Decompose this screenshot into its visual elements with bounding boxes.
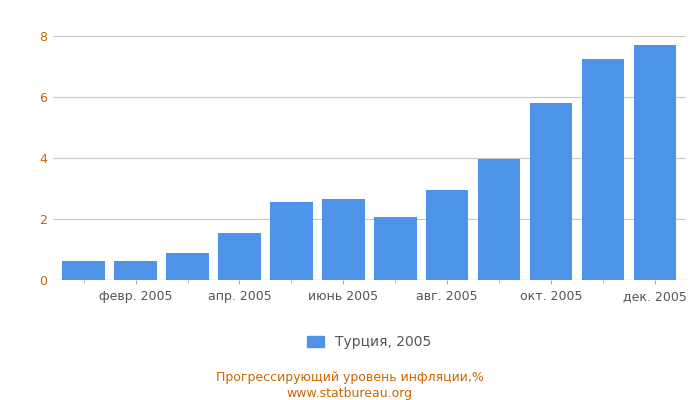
Bar [114,261,157,280]
Bar [374,217,416,280]
Text: www.statbureau.org: www.statbureau.org [287,388,413,400]
Bar [270,202,313,280]
Legend: Турция, 2005: Турция, 2005 [302,330,437,355]
Bar [478,159,520,280]
Bar [530,103,573,280]
Bar [218,233,260,280]
Bar [166,253,209,280]
Text: Прогрессирующий уровень инфляции,%: Прогрессирующий уровень инфляции,% [216,372,484,384]
Bar [426,190,468,280]
Bar [582,58,624,280]
Bar [322,199,365,280]
Bar [634,45,676,280]
Bar [62,261,105,280]
